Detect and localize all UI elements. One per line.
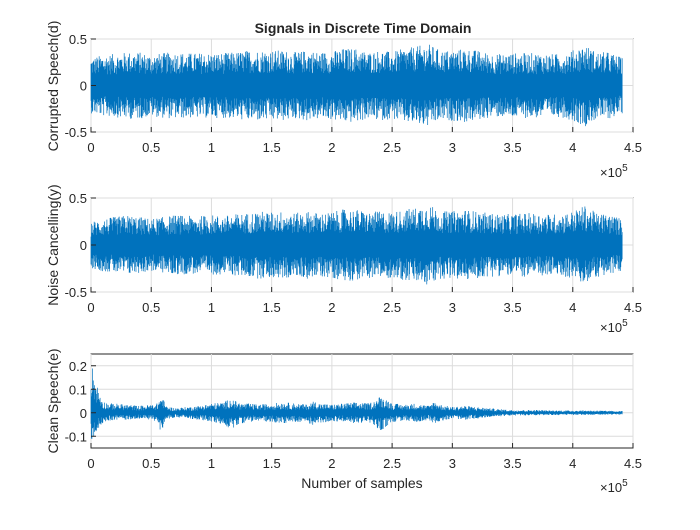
x-tick-label: 0 (87, 456, 94, 471)
x-tick-label: 2 (328, 456, 335, 471)
y-axis-label: Corrupted Speech(d) (45, 21, 61, 152)
y-tick-label: 0.1 (69, 382, 87, 397)
x-tick-label: 3 (449, 140, 456, 155)
x-tick-label: 1 (208, 456, 215, 471)
x-ticks: 0 0.5 1 1.5 2 2.5 3 3.5 4 4.5 (87, 443, 642, 471)
y-tick-label: 0.2 (69, 359, 87, 374)
x-ticks: 0 0.5 1 1.5 2 2.5 3 3.5 4 4.5 (87, 287, 642, 315)
y-ticks: 0.5 0 -0.5 (65, 32, 96, 140)
y-ticks: 0.2 0.1 0 -0.1 (65, 359, 96, 444)
x-tick-label: 1.5 (263, 300, 281, 315)
waveform-line (90, 368, 623, 439)
signal-series (90, 44, 623, 127)
x-tick-label: 1 (208, 140, 215, 155)
x-tick-label: 4.5 (624, 456, 642, 471)
subplot-noise-cancelling: 0 0.5 1 1.5 2 2.5 3 3.5 4 4.5 0.50-0.5 Noise Canc… (45, 184, 642, 335)
x-tick-label: 4.5 (624, 140, 642, 155)
x-tick-label: 0.5 (142, 300, 160, 315)
y-tick-label: -0.5 (65, 125, 87, 140)
x-exponent-label: ×105 (600, 478, 628, 495)
x-tick-label: 2 (328, 140, 335, 155)
x-tick-label: 3 (449, 300, 456, 315)
y-axis-label: Noise Cancelling(y) (45, 184, 61, 305)
axes-box (90, 353, 634, 449)
y-tick-label: -0.1 (65, 429, 87, 444)
y-tick-label: 0 (80, 238, 87, 253)
x-tick-label: 4.5 (624, 300, 642, 315)
x-tick-label: 1.5 (263, 140, 281, 155)
x-tick-label: 3.5 (504, 456, 522, 471)
x-ticks: 0 0.5 1 1.5 2 2.5 3 3.5 4 4.5 (87, 127, 642, 155)
x-tick-label: 2.5 (383, 300, 401, 315)
x-tick-label: 0 (87, 140, 94, 155)
y-ticks: 0.5 0 -0.5 (65, 191, 96, 300)
x-tick-label: 2.5 (383, 456, 401, 471)
x-tick-label: 0 (87, 300, 94, 315)
x-tick-label: 3.5 (504, 140, 522, 155)
x-tick-label: 4 (569, 300, 576, 315)
x-tick-label: 0.5 (142, 140, 160, 155)
x-tick-label: 4 (569, 456, 576, 471)
x-exponent-label: ×105 (600, 318, 628, 335)
x-tick-label: 1.5 (263, 456, 281, 471)
subplot-clean-speech: 0 0.5 1 1.5 2 2.5 3 3.5 4 4.5 0.20.10-0.1 Clean S… (45, 348, 642, 495)
y-tick-label: 0 (80, 406, 87, 421)
x-tick-label: 2.5 (383, 140, 401, 155)
signal-series (90, 206, 623, 285)
waveform-line (90, 206, 623, 285)
x-tick-label: 4 (569, 140, 576, 155)
signal-series (90, 368, 623, 439)
figure-title: Signals in Discrete Time Domain (255, 20, 472, 36)
y-tick-label: 0 (80, 79, 87, 94)
x-axis-label: Number of samples (301, 475, 422, 491)
y-axis-label: Clean Speech(e) (45, 348, 61, 453)
y-tick-label: 0.5 (69, 32, 87, 47)
x-tick-label: 2 (328, 300, 335, 315)
y-tick-label: -0.5 (65, 285, 87, 300)
x-tick-label: 3.5 (504, 300, 522, 315)
waveform-line (90, 44, 623, 127)
subplot-corrupted-speech: 0 0.5 1 1.5 2 2.5 3 3.5 4 4.5 0.50-0.5 Corrupted … (45, 21, 642, 180)
x-exponent-label: ×105 (600, 163, 628, 180)
x-tick-label: 0.5 (142, 456, 160, 471)
x-tick-label: 1 (208, 300, 215, 315)
y-tick-label: 0.5 (69, 191, 87, 206)
x-tick-label: 3 (449, 456, 456, 471)
